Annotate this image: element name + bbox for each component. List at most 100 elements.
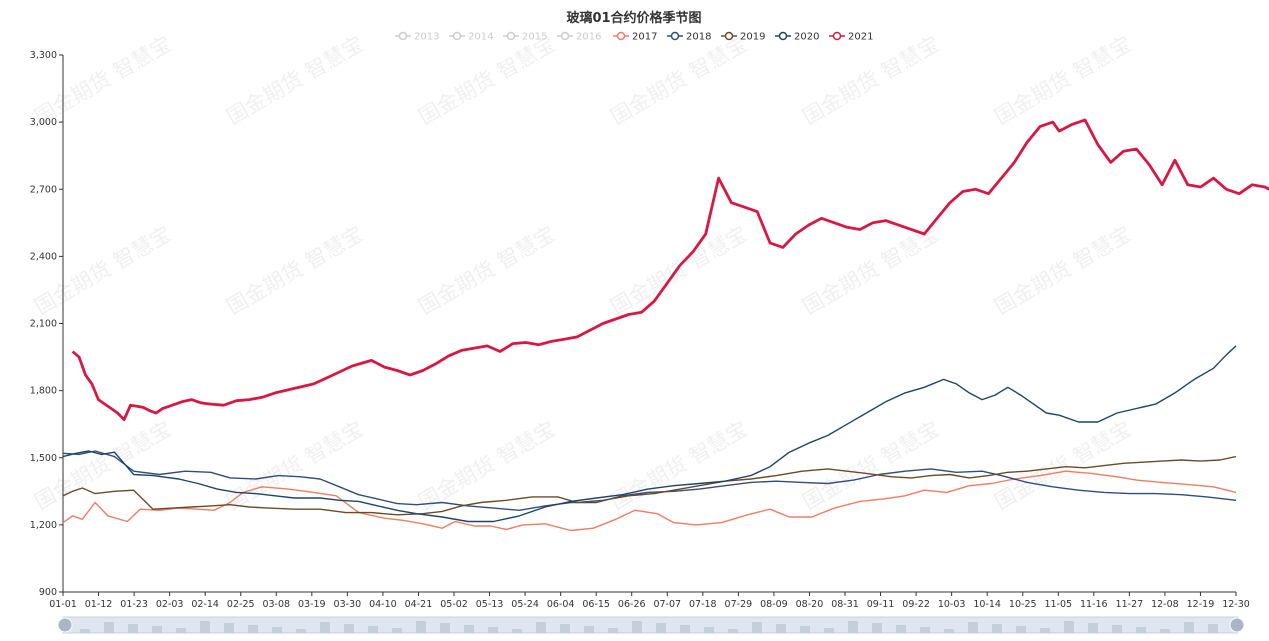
x-tick-label: 05-24 — [511, 599, 539, 610]
watermark-text: 国金期货 智慧宝 — [991, 417, 1136, 515]
y-tick-label: 3,300 — [30, 50, 57, 61]
series-layer — [62, 118, 1269, 532]
legend-label: 2018 — [686, 32, 711, 43]
zoom-preview-bar — [1112, 625, 1122, 633]
x-tick-label: 08-20 — [796, 599, 824, 610]
zoom-preview-bar — [1016, 626, 1026, 633]
watermark-text: 国金期货 智慧宝 — [991, 32, 1136, 130]
zoom-preview-bar — [488, 627, 498, 633]
zoom-preview-bar — [416, 621, 426, 633]
legend-label: 2019 — [740, 32, 765, 43]
series-line-2017 — [62, 470, 1237, 532]
zoom-preview-bar — [128, 624, 138, 633]
y-tick-label: 900 — [39, 587, 57, 598]
zoom-preview-bar — [1040, 628, 1050, 633]
zoom-preview-bar — [752, 622, 762, 633]
zoom-preview-bar — [80, 629, 90, 633]
watermark-text: 国金期货 智慧宝 — [31, 32, 176, 130]
x-tick-label: 07-07 — [653, 599, 681, 610]
zoom-preview-bar — [584, 626, 594, 633]
legend-item-2016[interactable]: 2016 — [557, 32, 601, 43]
zoom-preview-bar — [824, 628, 834, 633]
zoom-preview-bar — [200, 621, 210, 633]
x-tick-label: 11-05 — [1044, 599, 1072, 610]
zoom-preview-bar — [176, 628, 186, 633]
zoom-preview-bar — [728, 629, 738, 633]
zoom-preview-bar — [320, 622, 330, 633]
zoom-track[interactable] — [62, 616, 1239, 634]
x-tick-label: 08-09 — [760, 599, 788, 610]
watermark-text: 国金期货 智慧宝 — [607, 222, 752, 320]
x-tick-label: 02-03 — [156, 599, 184, 610]
zoom-preview-bar — [872, 623, 882, 633]
series-line-2020 — [62, 345, 1237, 523]
zoom-preview-bar — [104, 622, 114, 633]
zoom-preview-bar — [392, 628, 402, 633]
y-tick-label: 1,500 — [30, 453, 57, 464]
x-tick-label: 11-27 — [1116, 599, 1144, 610]
zoom-preview-bar — [992, 624, 1002, 633]
zoom-preview-bar — [1088, 623, 1098, 633]
x-tick-label: 12-19 — [1187, 599, 1215, 610]
watermark-text: 国金期货 智慧宝 — [31, 222, 176, 320]
zoom-preview-bar — [536, 622, 546, 633]
zoom-preview-bar — [152, 626, 162, 633]
legend-item-2017[interactable]: 2017 — [613, 32, 657, 43]
chart-title: 玻璃01合约价格季节图 — [566, 10, 701, 26]
zoom-preview-bar — [464, 625, 474, 633]
legend-item-2020[interactable]: 2020 — [775, 32, 819, 43]
legend-item-2014[interactable]: 2014 — [449, 32, 493, 43]
legend-label: 2021 — [848, 32, 873, 43]
zoom-handle-left[interactable] — [57, 617, 73, 633]
zoom-preview-bar — [344, 624, 354, 633]
zoom-preview-bar — [800, 626, 810, 633]
zoom-preview-bar — [224, 623, 234, 633]
x-tick-label: 12-30 — [1222, 599, 1250, 610]
y-tick-label: 1,800 — [30, 386, 57, 397]
legend-label: 2017 — [632, 32, 657, 43]
legend-label: 2015 — [522, 32, 547, 43]
x-tick-label: 02-25 — [227, 599, 255, 610]
x-tick-label: 05-02 — [440, 599, 468, 610]
x-tick-label: 04-21 — [405, 599, 433, 610]
zoom-preview-bar — [248, 625, 258, 633]
legend-item-2018[interactable]: 2018 — [667, 32, 711, 43]
x-tick-label: 01-12 — [85, 599, 113, 610]
zoom-preview-bar — [896, 625, 906, 633]
legend-item-2019[interactable]: 2019 — [721, 32, 765, 43]
watermark-layer: 国金期货 智慧宝 国金期货 智慧宝 国金期货 智慧宝 国金期货 智慧宝 国金期货 智慧宝… — [31, 32, 1136, 515]
zoom-preview-bar — [1136, 627, 1146, 633]
zoom-preview-bar — [560, 624, 570, 633]
zoom-preview-bar — [968, 622, 978, 633]
data-zoom-slider[interactable] — [57, 616, 1245, 634]
watermark-text: 国金期货 智慧宝 — [607, 32, 752, 130]
zoom-preview-bar — [776, 624, 786, 633]
x-tick-label: 03-30 — [334, 599, 362, 610]
x-tick-label: 10-14 — [973, 599, 1001, 610]
axes: 900 1,200 1,500 1,800 2,100 2,400 2,700 3,000 3,… — [30, 50, 1250, 610]
zoom-preview-bar — [608, 628, 618, 633]
y-tick-label: 1,200 — [30, 520, 57, 531]
series-line-2021 — [71, 118, 1269, 422]
x-tick-label: 06-26 — [618, 599, 646, 610]
legend-marker — [506, 31, 516, 41]
watermark-text: 国金期货 智慧宝 — [415, 32, 560, 130]
legend-item-2013[interactable]: 2013 — [395, 32, 439, 43]
zoom-preview-bar — [1208, 624, 1218, 633]
x-tick-label: 03-19 — [298, 599, 326, 610]
zoom-preview-bar — [680, 625, 690, 633]
legend-item-2021[interactable]: 2021 — [829, 32, 873, 43]
legend-label: 2014 — [468, 32, 493, 43]
watermark-text: 国金期货 智慧宝 — [991, 222, 1136, 320]
y-tick-label: 2,400 — [30, 251, 57, 262]
zoom-preview-bar — [512, 629, 522, 633]
watermark-text: 国金期货 智慧宝 — [223, 222, 368, 320]
x-tick-label: 09-11 — [867, 599, 895, 610]
legend-marker — [560, 31, 570, 41]
legend-marker — [778, 31, 788, 41]
legend-item-2015[interactable]: 2015 — [503, 32, 547, 43]
watermark-text: 国金期货 智慧宝 — [607, 417, 752, 515]
zoom-handle-right[interactable] — [1229, 617, 1245, 633]
zoom-preview-bar — [272, 627, 282, 633]
